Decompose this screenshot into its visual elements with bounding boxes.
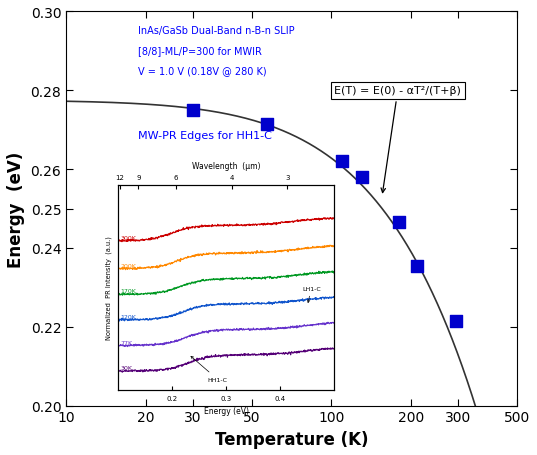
Text: MW-PR Edges for HH1-C: MW-PR Edges for HH1-C <box>138 131 272 141</box>
Text: E(T) = E(0) - αT²/(T+β): E(T) = E(0) - αT²/(T+β) <box>335 86 461 193</box>
Text: InAs/GaSb Dual-Band n-B-n SLIP: InAs/GaSb Dual-Band n-B-n SLIP <box>138 26 295 36</box>
Y-axis label: Energy  (eV): Energy (eV) <box>7 151 25 267</box>
X-axis label: Temperature (K): Temperature (K) <box>215 430 368 448</box>
Point <box>338 158 347 166</box>
Point <box>452 318 460 325</box>
Point <box>358 174 366 181</box>
Point <box>263 121 271 128</box>
Text: [8/8]-ML/P=300 for MWIR: [8/8]-ML/P=300 for MWIR <box>138 46 262 56</box>
Point <box>395 219 403 227</box>
Point <box>412 263 421 270</box>
X-axis label: Wavelength  (μm): Wavelength (μm) <box>192 162 260 171</box>
Point <box>188 107 197 114</box>
Text: V = 1.0 V (0.18V @ 280 K): V = 1.0 V (0.18V @ 280 K) <box>138 66 267 76</box>
